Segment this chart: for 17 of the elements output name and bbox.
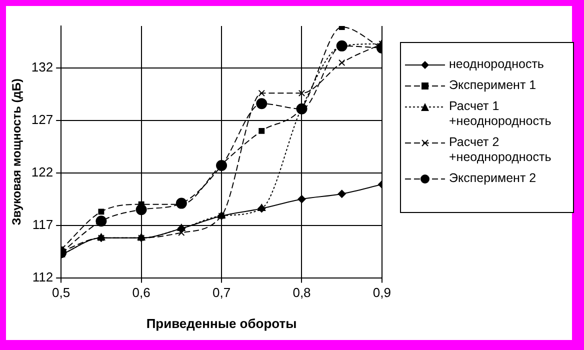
y-tick-label: 117 <box>32 216 54 232</box>
legend-label: неоднородность <box>449 57 544 72</box>
y-tick-label: 112 <box>32 269 54 284</box>
x-tick-label: 0,5 <box>52 285 70 300</box>
x-tick-label: 0,9 <box>372 285 392 300</box>
x-tick-label: 0,8 <box>292 285 311 300</box>
x-axis-title: Приведенные обороты <box>146 316 297 331</box>
x-tick-label: 0,6 <box>132 285 150 300</box>
x-tick-label: 0,7 <box>212 285 231 300</box>
y-tick-label: 127 <box>31 112 54 128</box>
legend-label: Эксперимент 1 <box>449 78 536 93</box>
legend-label: Расчет 1 +неоднородность <box>449 99 552 129</box>
legend-label: Расчет 2 +неоднородность <box>449 135 552 165</box>
y-tick-label: 132 <box>31 60 54 75</box>
legend-label: Эксперимент 2 <box>449 171 536 186</box>
y-tick-label: 122 <box>31 164 54 180</box>
y-axis-title: Звуковая мощность (дБ) <box>10 78 24 226</box>
